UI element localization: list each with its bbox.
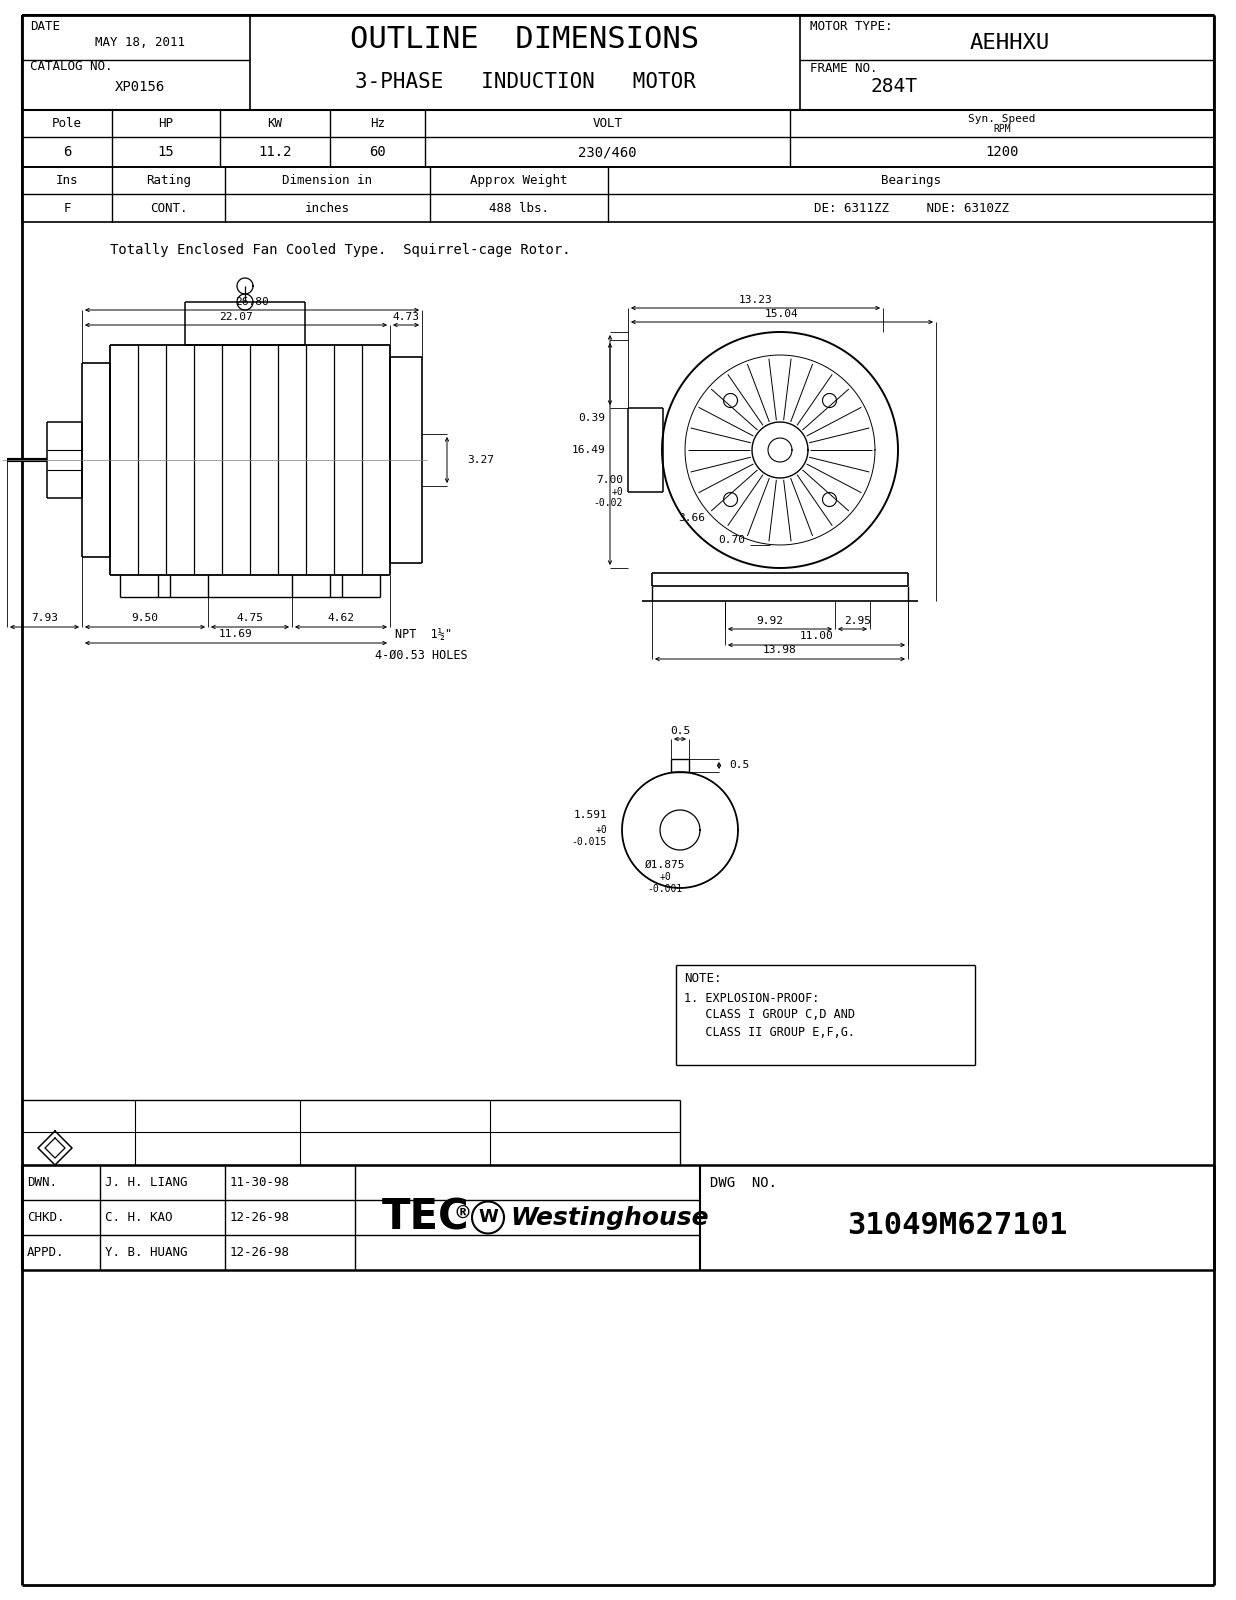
Text: Hz: Hz bbox=[370, 117, 384, 130]
Text: 4-Ø0.53 HOLES: 4-Ø0.53 HOLES bbox=[375, 648, 467, 661]
Text: 1. EXPLOSION-PROOF:: 1. EXPLOSION-PROOF: bbox=[684, 992, 819, 1005]
Text: 7.93: 7.93 bbox=[31, 613, 58, 622]
Text: HP: HP bbox=[158, 117, 173, 130]
Text: Ins: Ins bbox=[56, 174, 78, 187]
Text: CONT.: CONT. bbox=[150, 202, 187, 214]
Text: CATALOG NO.: CATALOG NO. bbox=[30, 61, 112, 74]
Text: 31049M627101: 31049M627101 bbox=[847, 1211, 1067, 1240]
Text: 1200: 1200 bbox=[985, 146, 1018, 158]
Text: DATE: DATE bbox=[30, 21, 61, 34]
Text: 13.23: 13.23 bbox=[739, 294, 772, 306]
Text: 16.49: 16.49 bbox=[571, 445, 604, 454]
Text: -0.02: -0.02 bbox=[593, 498, 623, 509]
Text: Bearings: Bearings bbox=[881, 174, 941, 187]
Text: Y. B. HUANG: Y. B. HUANG bbox=[105, 1246, 188, 1259]
Text: DWN.: DWN. bbox=[27, 1176, 57, 1189]
Text: 11.2: 11.2 bbox=[258, 146, 292, 158]
Text: -0.001: -0.001 bbox=[648, 883, 682, 894]
Text: 284T: 284T bbox=[870, 77, 917, 96]
Text: 1.591: 1.591 bbox=[574, 810, 607, 819]
Text: Ø1.875: Ø1.875 bbox=[645, 861, 685, 870]
Text: DWG  NO.: DWG NO. bbox=[709, 1176, 777, 1190]
Text: MAY 18, 2011: MAY 18, 2011 bbox=[95, 37, 185, 50]
Text: 12-26-98: 12-26-98 bbox=[230, 1211, 290, 1224]
Text: 11-30-98: 11-30-98 bbox=[230, 1176, 290, 1189]
Text: W: W bbox=[478, 1208, 498, 1227]
Text: C. H. KAO: C. H. KAO bbox=[105, 1211, 173, 1224]
Text: inches: inches bbox=[305, 202, 350, 214]
Text: ®: ® bbox=[454, 1205, 471, 1222]
Text: OUTLINE  DIMENSIONS: OUTLINE DIMENSIONS bbox=[351, 26, 700, 54]
Text: Dimension in: Dimension in bbox=[283, 174, 372, 187]
Text: 9.92: 9.92 bbox=[756, 616, 784, 626]
Text: 0.5: 0.5 bbox=[670, 726, 690, 736]
Text: +0: +0 bbox=[659, 872, 671, 882]
Text: +0: +0 bbox=[612, 486, 623, 498]
Text: 15.04: 15.04 bbox=[765, 309, 798, 318]
Text: 26.80: 26.80 bbox=[235, 298, 269, 307]
Text: 3.27: 3.27 bbox=[467, 454, 494, 466]
Text: CHKD.: CHKD. bbox=[27, 1211, 64, 1224]
Text: 3.66: 3.66 bbox=[679, 514, 705, 523]
Text: CLASS I GROUP C,D AND: CLASS I GROUP C,D AND bbox=[684, 1008, 855, 1021]
Text: XP0156: XP0156 bbox=[115, 80, 166, 94]
Text: +0: +0 bbox=[596, 826, 607, 835]
Text: AEHHXU: AEHHXU bbox=[970, 34, 1051, 53]
Text: J. H. LIANG: J. H. LIANG bbox=[105, 1176, 188, 1189]
Text: 4.73: 4.73 bbox=[393, 312, 419, 322]
Text: 11.69: 11.69 bbox=[219, 629, 253, 638]
Text: FRAME NO.: FRAME NO. bbox=[810, 61, 878, 75]
Text: 6: 6 bbox=[63, 146, 72, 158]
Text: KW: KW bbox=[267, 117, 283, 130]
Text: 12-26-98: 12-26-98 bbox=[230, 1246, 290, 1259]
Text: 22.07: 22.07 bbox=[219, 312, 253, 322]
Text: 0.5: 0.5 bbox=[729, 760, 749, 771]
Text: 60: 60 bbox=[370, 146, 386, 158]
Text: Westinghouse: Westinghouse bbox=[510, 1205, 708, 1229]
Text: 4.75: 4.75 bbox=[236, 613, 263, 622]
Text: 15: 15 bbox=[158, 146, 174, 158]
Text: -0.015: -0.015 bbox=[572, 837, 607, 846]
Text: 2.95: 2.95 bbox=[844, 616, 871, 626]
Text: RPM: RPM bbox=[994, 125, 1011, 134]
Text: APPD.: APPD. bbox=[27, 1246, 64, 1259]
Text: 7.00: 7.00 bbox=[596, 475, 623, 485]
Text: 9.50: 9.50 bbox=[131, 613, 158, 622]
Text: CLASS II GROUP E,F,G.: CLASS II GROUP E,F,G. bbox=[684, 1026, 855, 1038]
Text: F: F bbox=[63, 202, 70, 214]
Text: 13.98: 13.98 bbox=[763, 645, 797, 654]
Text: 3-PHASE   INDUCTION   MOTOR: 3-PHASE INDUCTION MOTOR bbox=[355, 72, 696, 91]
Text: VOLT: VOLT bbox=[592, 117, 623, 130]
Text: DE: 6311ZZ     NDE: 6310ZZ: DE: 6311ZZ NDE: 6310ZZ bbox=[813, 202, 1009, 214]
Text: 4.62: 4.62 bbox=[328, 613, 355, 622]
Text: TEC: TEC bbox=[382, 1197, 470, 1238]
Text: Rating: Rating bbox=[146, 174, 192, 187]
Text: 11.00: 11.00 bbox=[800, 630, 833, 642]
Text: Pole: Pole bbox=[52, 117, 82, 130]
Text: MOTOR TYPE:: MOTOR TYPE: bbox=[810, 21, 892, 34]
Text: Approx Weight: Approx Weight bbox=[470, 174, 567, 187]
Text: 0.70: 0.70 bbox=[718, 534, 745, 546]
Text: Syn. Speed: Syn. Speed bbox=[968, 114, 1036, 125]
Text: 0.39: 0.39 bbox=[578, 413, 604, 422]
Text: NOTE:: NOTE: bbox=[684, 973, 722, 986]
Text: Totally Enclosed Fan Cooled Type.  Squirrel-cage Rotor.: Totally Enclosed Fan Cooled Type. Squirr… bbox=[110, 243, 571, 258]
Text: NPT  1½": NPT 1½" bbox=[396, 629, 452, 642]
Text: 230/460: 230/460 bbox=[578, 146, 637, 158]
Text: 488 lbs.: 488 lbs. bbox=[489, 202, 549, 214]
